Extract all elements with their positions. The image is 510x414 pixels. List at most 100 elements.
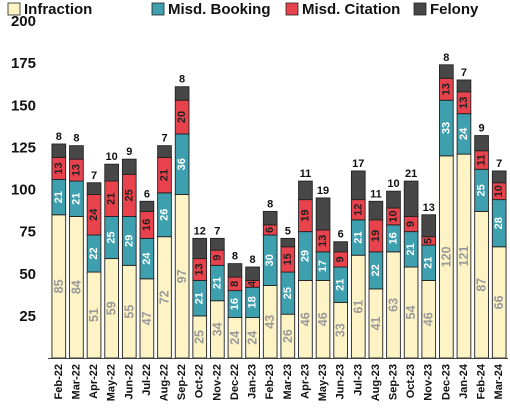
data-label-felony: 8 [73, 133, 79, 145]
y-tick-label: 25 [19, 308, 36, 325]
bar-segment-felony [456, 79, 472, 93]
x-tick-label: May-22 [106, 364, 118, 401]
data-label-misd-booking: 25 [282, 287, 294, 299]
x-tick-label: Nov-23 [423, 364, 435, 401]
data-label-misd-citation: 21 [159, 169, 171, 181]
y-tick-label: 75 [19, 224, 36, 241]
data-label-infraction: 54 [404, 306, 418, 320]
legend-item-felony: Felony [413, 1, 479, 18]
bar-segment-felony [333, 241, 348, 253]
bar-stack-aug-23: 41 22 19 11 [368, 188, 384, 359]
data-label-misd-citation: 10 [493, 185, 505, 197]
data-label-felony: 8 [267, 198, 273, 210]
data-label-misd-booking: 22 [370, 264, 382, 276]
data-label-misd-booking: 21 [53, 191, 65, 203]
data-label-misd-citation: 13 [317, 235, 329, 247]
y-tick-label: 200 [11, 13, 36, 30]
data-label-felony: 7 [161, 133, 167, 145]
bar-segment-felony [121, 158, 137, 175]
data-label-misd-citation: 10 [388, 210, 400, 222]
chart-legend: Infraction Misd. Booking Misd. Citation Fel… [7, 1, 479, 18]
bar-stack-jul-22: 47 24 16 6 [139, 188, 155, 359]
x-tick-label: Apr-22 [88, 364, 100, 399]
bar-stack-may-22: 59 25 21 10 [104, 151, 119, 359]
data-label-felony: 11 [300, 168, 312, 180]
x-tick-label: Feb-24 [476, 363, 488, 399]
x-tick-label: Jun-22 [123, 364, 135, 399]
data-label-infraction: 85 [52, 279, 66, 293]
data-label-misd-booking: 28 [493, 217, 505, 229]
legend-swatch-misd-booking [151, 2, 165, 16]
y-tick-label: 50 [19, 266, 36, 283]
data-label-infraction: 120 [439, 246, 453, 267]
bar-segment-felony [474, 135, 489, 152]
bar-segment-felony [86, 182, 102, 196]
data-label-misd-booking: 21 [405, 243, 417, 255]
data-label-infraction: 26 [281, 329, 295, 343]
data-label-misd-booking: 22 [88, 247, 100, 259]
bar-segment-felony [157, 145, 172, 158]
legend-item-misd-citation: Misd. Citation [285, 1, 400, 18]
data-label-misd-citation: 9 [335, 256, 347, 262]
bar-stack-feb-22: 85 21 13 8 [51, 131, 67, 359]
data-label-infraction: 84 [69, 280, 83, 294]
data-label-infraction: 72 [158, 290, 172, 304]
data-label-felony: 10 [106, 151, 118, 163]
data-label-infraction: 24 [228, 331, 242, 345]
bar-stack-mar-23: 26 25 15 5 [280, 225, 296, 359]
legend-label-misd-citation: Misd. Citation [302, 1, 400, 18]
data-label-felony: 8 [179, 74, 185, 86]
data-label-infraction: 87 [475, 278, 489, 292]
bar-stack-dec-22: 24 16 8 8 [227, 251, 243, 359]
x-tick-label: May-23 [317, 364, 329, 401]
x-tick-label: Dec-23 [440, 364, 452, 400]
data-label-misd-citation: 5 [423, 238, 435, 244]
bar-stack-jan-24: 121 24 13 7 [456, 67, 472, 359]
bar-stack-sep-23: 63 16 10 10 [386, 178, 401, 359]
data-label-misd-booking: 30 [264, 254, 276, 266]
data-label-felony: 10 [387, 178, 399, 190]
data-label-felony: 8 [443, 52, 449, 64]
data-label-misd-citation: 25 [123, 189, 135, 201]
data-label-infraction: 121 [457, 246, 471, 267]
x-tick-label: Nov-22 [211, 364, 223, 401]
data-label-misd-booking: 29 [123, 235, 135, 247]
bar-stack-dec-23: 120 33 13 8 [439, 52, 454, 359]
data-label-misd-booking: 24 [141, 252, 153, 265]
data-label-felony: 13 [423, 202, 435, 214]
bar-segment-felony [104, 163, 119, 182]
legend-swatch-misd-citation [285, 2, 299, 16]
bar-stack-sep-22: 97 36 20 8 [174, 74, 190, 359]
data-label-misd-booking: 25 [106, 231, 118, 243]
data-label-felony: 11 [370, 188, 382, 200]
x-tick-label: Jan-23 [247, 364, 259, 399]
bar-segment-felony [298, 180, 313, 201]
data-label-misd-booking: 21 [70, 193, 82, 205]
data-label-misd-citation: 9 [405, 221, 417, 227]
data-label-infraction: 59 [105, 301, 119, 315]
bar-stack-feb-23: 43 30 6 8 [262, 198, 278, 359]
x-tick-label: Feb-22 [53, 364, 65, 399]
data-label-misd-booking: 18 [247, 296, 259, 308]
data-label-misd-booking: 36 [176, 158, 188, 170]
data-label-infraction: 34 [210, 322, 224, 336]
y-axis: 25 50 75 100 125 150 175 200 [11, 13, 36, 325]
x-tick-label: Oct-23 [405, 364, 417, 398]
x-tick-label: Mar-22 [70, 364, 82, 399]
legend-swatch-infraction [7, 2, 21, 16]
x-tick-label: Jul-22 [141, 364, 153, 396]
legend-label-felony: Felony [430, 1, 479, 18]
bar-segment-felony [280, 237, 296, 248]
bar-stack-oct-22: 25 21 13 12 [192, 225, 208, 359]
data-label-infraction: 55 [122, 305, 136, 319]
bar-segment-felony [139, 200, 155, 212]
data-label-misd-citation: 13 [440, 83, 452, 95]
data-label-felony: 7 [91, 170, 97, 182]
bar-segment-felony [439, 64, 454, 79]
data-label-misd-citation: 21 [106, 193, 118, 205]
data-label-infraction: 43 [263, 315, 277, 329]
data-label-infraction: 61 [351, 300, 365, 314]
y-tick-label: 100 [11, 182, 36, 199]
data-label-felony: 19 [317, 185, 329, 197]
data-label-misd-citation: 11 [476, 154, 488, 166]
